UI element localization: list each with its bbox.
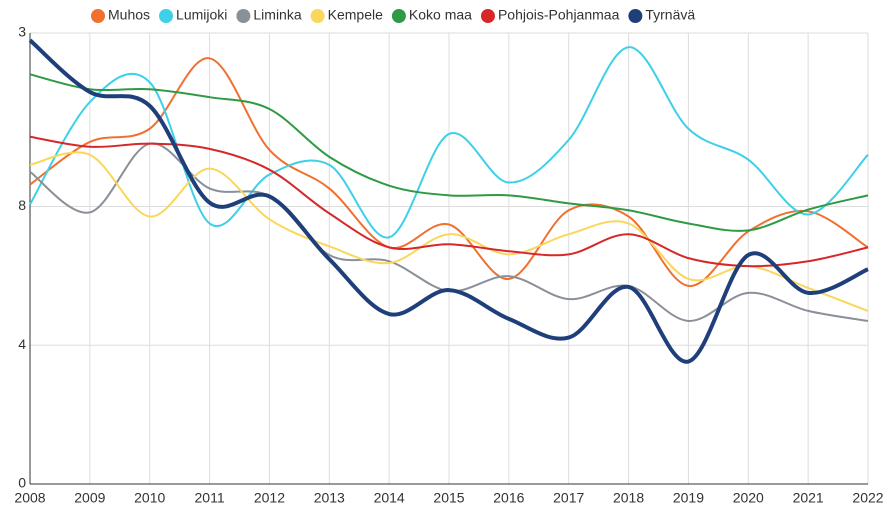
y-tick-label: 0	[18, 475, 26, 491]
x-tick-label: 2016	[493, 490, 524, 506]
legend-label: Pohjois-Pohjanmaa	[498, 7, 620, 23]
x-tick-label: 2009	[74, 490, 105, 506]
legend-marker	[236, 9, 251, 23]
legend-marker	[159, 9, 174, 23]
x-tick-label: 2008	[14, 490, 45, 506]
x-tick-label: 2012	[254, 490, 285, 506]
legend-label: Kempele	[328, 7, 383, 23]
legend-label: Koko maa	[409, 7, 472, 23]
legend: Muhos Lumijoki Liminka Kempele Koko maa Pohjo…	[91, 7, 695, 23]
series-line	[29, 151, 869, 312]
x-tick-label: 2010	[134, 490, 165, 506]
series-line	[29, 73, 869, 232]
x-tick-label: 2022	[852, 490, 883, 506]
y-tick-label: 8	[18, 197, 26, 213]
x-tick-label: 2020	[733, 490, 764, 506]
legend-label: Muhos	[108, 7, 150, 23]
legend-marker	[310, 9, 325, 23]
series-line	[29, 46, 869, 239]
legend-marker	[628, 9, 643, 23]
x-tick-label: 2013	[314, 490, 345, 506]
legend-label: Lumijoki	[176, 7, 227, 23]
x-tick-label: 2019	[673, 490, 704, 506]
legend-marker	[391, 9, 406, 23]
x-tick-label: 2014	[374, 490, 405, 506]
legend-label: Liminka	[253, 7, 301, 23]
x-tick-label: 2021	[793, 490, 824, 506]
series-line	[28, 38, 869, 364]
legend-label: Tyrnävä	[645, 7, 695, 23]
y-tick-label: 3	[18, 24, 26, 40]
x-tick-label: 2011	[195, 490, 225, 506]
series-line	[29, 57, 869, 287]
x-tick-label: 2017	[553, 490, 584, 506]
legend-marker	[480, 9, 495, 23]
y-tick-label: 4	[18, 336, 26, 352]
x-tick-label: 2018	[613, 490, 644, 506]
x-tick-label: 2015	[433, 490, 464, 506]
legend-marker	[91, 9, 105, 23]
